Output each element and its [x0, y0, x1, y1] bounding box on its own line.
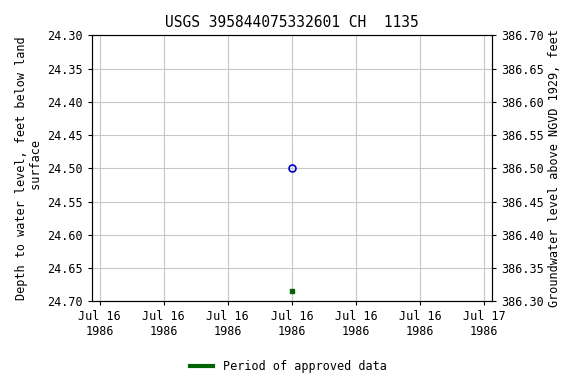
Y-axis label: Groundwater level above NGVD 1929, feet: Groundwater level above NGVD 1929, feet	[548, 29, 561, 307]
Y-axis label: Depth to water level, feet below land
 surface: Depth to water level, feet below land su…	[15, 36, 43, 300]
Legend: Period of approved data: Period of approved data	[185, 356, 391, 378]
Title: USGS 395844075332601 CH  1135: USGS 395844075332601 CH 1135	[165, 15, 419, 30]
